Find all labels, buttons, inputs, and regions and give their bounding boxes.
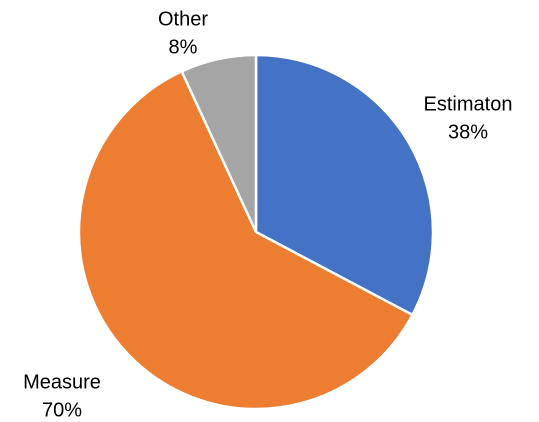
pie-slice [180,53,258,234]
pie-slice [77,70,414,411]
pie-slice [254,53,435,317]
slice-label: Measure [23,371,101,393]
slice-value-label: 38% [448,121,488,143]
slice-label: Other [158,8,208,30]
slice-value-label: 70% [42,399,82,421]
slice-value-label: 8% [169,36,198,58]
slice-label: Estimaton [424,93,513,115]
